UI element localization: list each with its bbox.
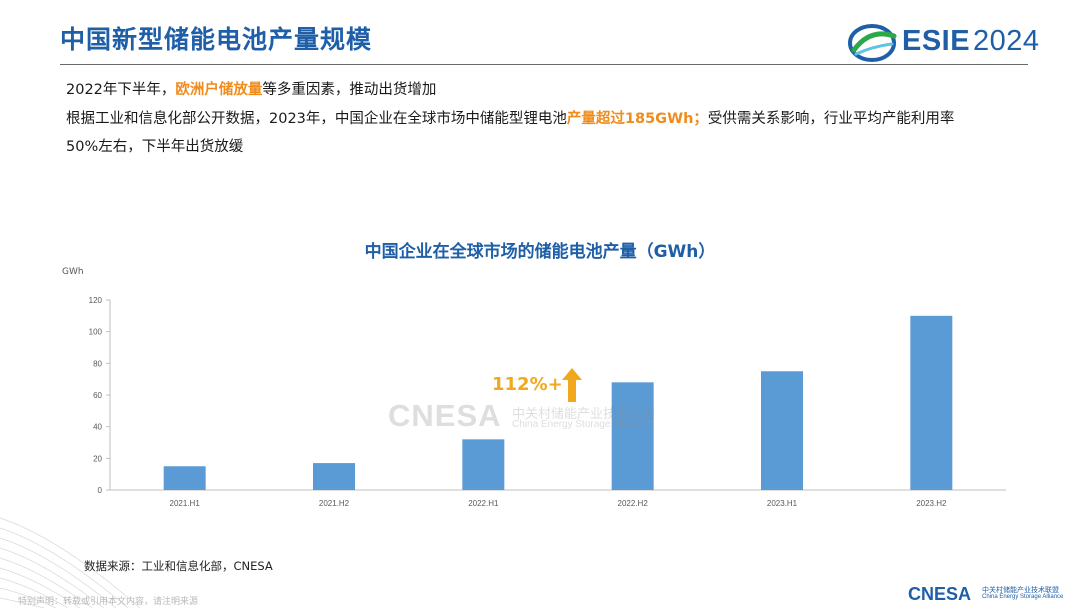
y-tick-label: 100 <box>89 328 103 337</box>
cnesa-watermark: CNESA 中关村储能产业技术联盟 China Energy Storage A… <box>388 398 656 433</box>
bar <box>313 463 355 490</box>
bar <box>761 371 803 490</box>
bar <box>611 382 654 490</box>
y-tick-label: 20 <box>93 454 102 463</box>
highlight-europe: 欧洲户储放量 <box>175 82 263 98</box>
chart-title: 中国企业在全球市场的储能电池产量（GWh） <box>364 242 716 262</box>
intro-line-2: 根据工业和信息化部公开数据，2023年，中国企业在全球市场中储能型锂电池产量超过… <box>66 110 955 127</box>
bar <box>163 466 206 490</box>
x-tick-label: 2022.H1 <box>468 499 499 508</box>
x-tick-label: 2022.H2 <box>618 499 649 508</box>
esie-logo-text: ESIE 2024 <box>902 25 1040 57</box>
footnote: 特别声明：转载或引用本文内容，请注明来源 <box>18 597 199 607</box>
esie-swirl-icon <box>848 24 897 62</box>
bar <box>910 315 953 490</box>
growth-label: 112%+ <box>492 374 563 395</box>
y-tick-label: 40 <box>93 423 102 432</box>
bar-chart: 0 20 40 60 80 100 120 2021.H1 2021.H2 2022.H1 2022… <box>89 296 1006 508</box>
data-source: 数据来源：工业和信息化部，CNESA <box>84 559 273 573</box>
intro-line-3: 50%左右，下半年出货放缓 <box>66 139 244 155</box>
esie-logo: ESIE 2024 <box>848 20 1039 64</box>
page-title: 中国新型储能电池产量规模 <box>60 25 373 54</box>
cnesa-footer-logo: CNESA 中关村储能产业技术联盟 China Energy Storage A… <box>908 584 1064 604</box>
y-tick-label: 120 <box>89 296 103 305</box>
header-divider <box>60 64 1028 65</box>
y-tick-label: 0 <box>98 486 103 495</box>
y-tick-label: 60 <box>93 391 102 400</box>
up-arrow-icon <box>562 368 582 402</box>
x-tick-label: 2021.H1 <box>170 499 201 508</box>
intro-text: 2022年下半年，欧洲户储放量等多重因素，推动出货增加 根据工业和信息化部公开数… <box>66 76 1036 162</box>
bar <box>462 439 505 490</box>
x-tick-label: 2023.H2 <box>916 499 947 508</box>
y-axis-unit: GWh <box>62 267 84 277</box>
x-tick-label: 2023.H1 <box>767 499 798 508</box>
y-tick-label: 80 <box>93 359 102 368</box>
intro-line-1: 2022年下半年，欧洲户储放量等多重因素，推动出货增加 <box>66 82 437 98</box>
highlight-output: 产量超过185GWh； <box>566 110 708 127</box>
x-tick-label: 2021.H2 <box>319 499 350 508</box>
corner-decoration <box>0 517 140 608</box>
